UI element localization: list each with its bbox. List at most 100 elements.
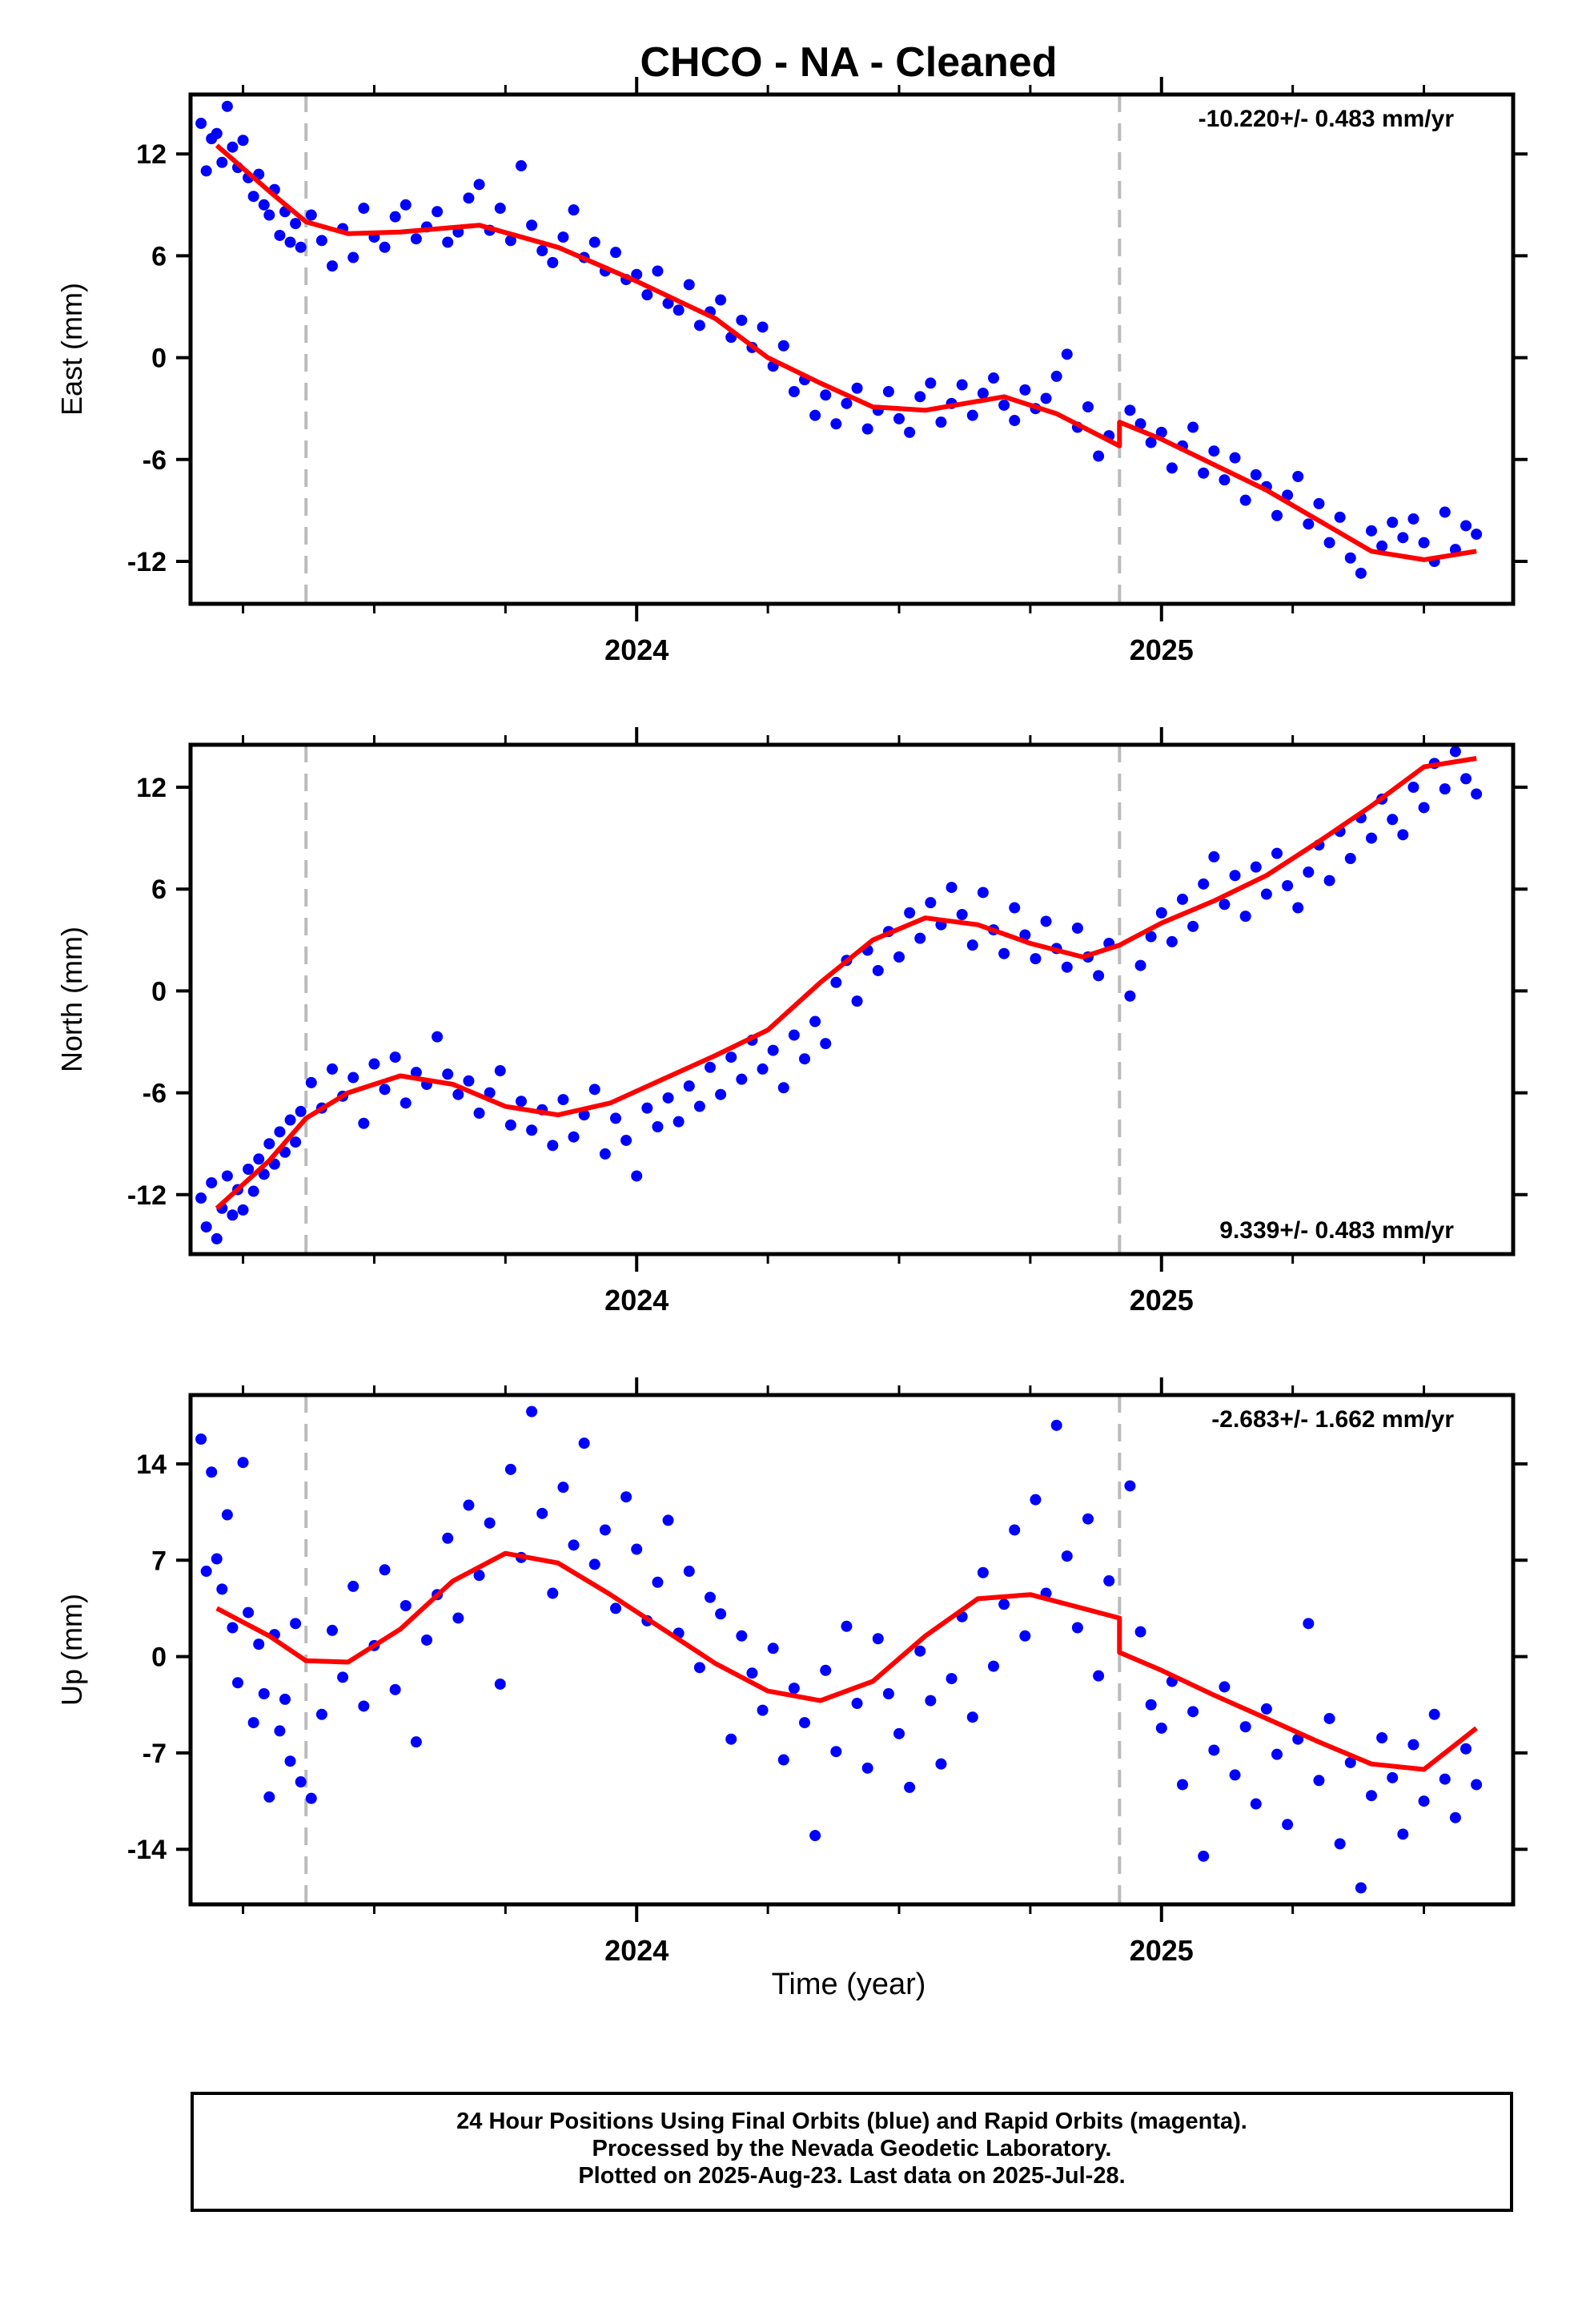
- data-point: [315, 1708, 327, 1720]
- data-point: [195, 1433, 207, 1445]
- plot-frame: [188, 92, 1516, 606]
- data-point: [463, 192, 475, 204]
- data-point: [305, 1076, 317, 1088]
- data-point: [258, 1688, 270, 1700]
- data-point: [757, 321, 769, 333]
- y-tick-label: 14: [136, 1449, 167, 1480]
- data-point: [683, 1566, 695, 1578]
- data-point: [715, 294, 727, 306]
- data-point: [1334, 1838, 1346, 1850]
- x-axis-label: Time (year): [772, 1968, 926, 2001]
- data-point: [788, 386, 800, 397]
- data-point: [232, 1677, 243, 1689]
- data-point: [200, 165, 212, 177]
- data-point: [1134, 1626, 1146, 1638]
- data-point: [725, 1733, 737, 1745]
- data-point: [631, 268, 643, 280]
- data-point: [1344, 853, 1356, 865]
- data-point: [253, 1638, 265, 1651]
- y-tick-label: 0: [151, 344, 167, 374]
- data-point: [243, 1606, 255, 1618]
- data-point: [237, 1457, 249, 1469]
- data-point: [904, 426, 916, 438]
- data-point: [221, 1509, 233, 1521]
- data-point: [620, 1491, 632, 1503]
- data-point: [662, 297, 674, 309]
- data-point: [1040, 915, 1052, 927]
- data-point: [610, 1602, 621, 1614]
- data-point: [578, 1437, 590, 1449]
- data-point: [400, 199, 412, 211]
- data-point: [1460, 1743, 1472, 1755]
- data-points: [195, 1405, 1483, 1894]
- data-point: [788, 1029, 800, 1041]
- plot-frame: [188, 742, 1516, 1256]
- data-point: [988, 1660, 999, 1672]
- data-point: [358, 1117, 370, 1129]
- data-point: [1271, 847, 1283, 859]
- data-point: [830, 976, 842, 988]
- data-point: [956, 909, 968, 920]
- data-point: [1313, 1775, 1325, 1787]
- data-point: [1019, 929, 1031, 941]
- footer-line-3: Plotted on 2025-Aug-23. Last data on 202…: [578, 2163, 1126, 2189]
- data-point: [1323, 875, 1335, 887]
- data-point: [966, 409, 978, 421]
- y-tick-label: 7: [151, 1546, 167, 1576]
- data-point: [516, 1096, 527, 1108]
- data-point: [925, 377, 937, 389]
- data-point: [1407, 513, 1419, 525]
- footer-caption-box: 24 Hour Positions Using Final Orbits (bl…: [191, 2092, 1513, 2212]
- model-fit-line: [215, 756, 1477, 1211]
- y-tick-label: 0: [151, 976, 167, 1007]
- data-point: [736, 314, 748, 326]
- data-point: [400, 1097, 412, 1109]
- data-point: [1250, 861, 1262, 873]
- data-point: [195, 1192, 207, 1204]
- data-point: [904, 1781, 916, 1793]
- data-point: [1198, 467, 1210, 479]
- data-point: [1439, 506, 1451, 518]
- data-point: [1009, 1524, 1021, 1536]
- data-point: [777, 340, 789, 352]
- data-point: [578, 1109, 590, 1121]
- data-point: [247, 1717, 259, 1729]
- data-point: [347, 251, 359, 263]
- data-point: [1071, 1622, 1083, 1634]
- data-point: [1428, 1708, 1440, 1720]
- data-point: [1344, 1756, 1356, 1768]
- x-tick-label: 2024: [604, 1934, 669, 1967]
- data-point: [1292, 471, 1304, 482]
- rate-annotation: -2.683+/- 1.662 mm/yr: [1211, 1406, 1454, 1433]
- data-point: [673, 304, 685, 316]
- data-point: [1271, 1748, 1283, 1760]
- footer-line-2: Processed by the Nevada Geodetic Laborat…: [592, 2136, 1112, 2161]
- y-tick-label: -12: [127, 1180, 167, 1211]
- data-point: [946, 1673, 958, 1685]
- data-point: [305, 209, 317, 221]
- y-tick-label: -12: [127, 547, 167, 577]
- data-point: [421, 1634, 432, 1646]
- data-point: [494, 1065, 506, 1077]
- x-tick-label: 2024: [604, 1284, 669, 1317]
- data-point: [221, 1170, 233, 1182]
- data-point: [998, 399, 1010, 411]
- data-point: [788, 1683, 800, 1695]
- data-point: [295, 1105, 307, 1117]
- data-point: [1387, 1771, 1399, 1783]
- data-point: [1208, 850, 1220, 862]
- data-points: [195, 100, 1483, 579]
- data-point: [484, 1087, 496, 1099]
- data-point: [914, 391, 926, 403]
- data-point: [1355, 1882, 1367, 1894]
- data-point: [799, 1053, 810, 1065]
- data-point: [536, 245, 548, 257]
- data-point: [1229, 452, 1241, 464]
- rate-annotation: 9.339+/- 0.483 mm/yr: [1219, 1217, 1454, 1244]
- data-point: [1397, 532, 1409, 544]
- data-point: [893, 412, 905, 424]
- chart-title: CHCO - NA - Cleaned: [640, 39, 1058, 86]
- y-axis-label: East (mm): [55, 283, 88, 416]
- data-point: [693, 320, 705, 332]
- data-point: [841, 1620, 853, 1632]
